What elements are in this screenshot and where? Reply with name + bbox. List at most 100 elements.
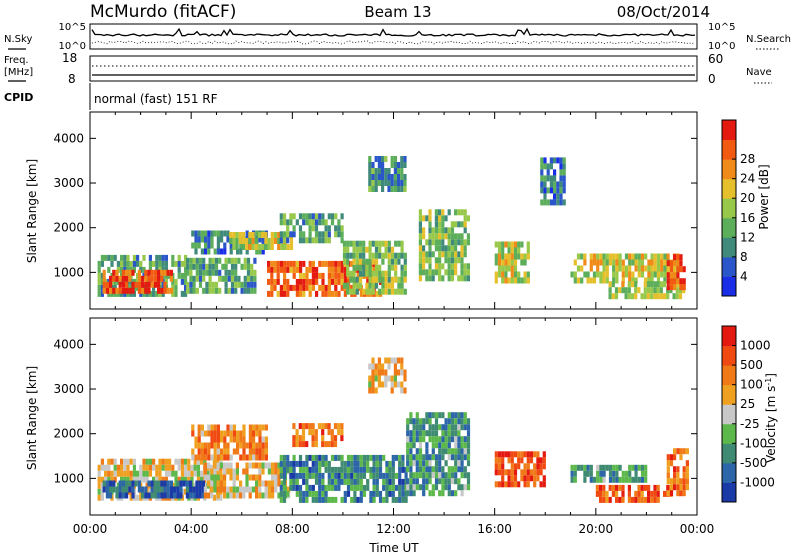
velocity-cell [391, 496, 395, 503]
power-cell [387, 258, 391, 265]
power-cell [384, 156, 388, 162]
velocity-cell [510, 481, 514, 488]
power-cell [356, 272, 360, 279]
power-cell [543, 199, 547, 206]
velocity-cell [372, 472, 376, 479]
velocity-cell [605, 490, 609, 497]
power-cell [378, 246, 382, 253]
power-cell [371, 252, 375, 259]
velocity-cell [415, 454, 419, 461]
power-cell [381, 276, 385, 283]
power-cell [125, 287, 129, 294]
velocity-cell [353, 478, 357, 485]
power-cell [669, 278, 674, 285]
velocity-cell [422, 418, 426, 425]
velocity-cell [637, 496, 641, 503]
power-cell [447, 209, 451, 216]
velocity-cell [193, 470, 197, 477]
velocity-cell [334, 496, 338, 503]
power-cell [457, 251, 461, 258]
power-cell [245, 244, 249, 250]
power-cell [501, 277, 505, 284]
power-cell [286, 219, 290, 226]
power-cell [618, 287, 622, 294]
power-cell [142, 254, 146, 261]
velocity-cell [220, 448, 224, 455]
velocity-cell [343, 472, 347, 479]
power-cell [381, 162, 385, 168]
velocity-cell [223, 436, 227, 443]
velocity-cell [640, 476, 645, 483]
power-cell [257, 232, 262, 238]
velocity-cell [174, 476, 178, 483]
power-cell [381, 240, 385, 247]
power-cell [327, 213, 331, 220]
velocity-cell [209, 464, 213, 471]
power-cell [418, 221, 422, 228]
velocity-cell [210, 480, 214, 487]
power-cell [646, 293, 651, 300]
velocity-cell [305, 496, 309, 503]
velocity-cell [431, 484, 435, 491]
power-cell [311, 213, 315, 220]
velocity-cell [232, 424, 236, 431]
velocity-cell [311, 496, 315, 503]
velocity-cell [673, 484, 677, 491]
velocity-cell [663, 490, 667, 497]
power-cell [559, 193, 563, 200]
velocity-cell [110, 470, 114, 477]
velocity-cell [377, 369, 381, 376]
velocity-cell [194, 454, 198, 461]
power-cell [497, 253, 502, 260]
power-cell [189, 269, 193, 276]
power-cell [194, 236, 198, 243]
power-cell [208, 257, 212, 264]
velocity-cell [245, 468, 249, 475]
velocity-cell [102, 480, 106, 487]
velocity-cell [298, 454, 303, 461]
velocity-cell [179, 480, 183, 487]
velocity-cell [239, 486, 243, 493]
velocity-cell [318, 460, 322, 467]
power-cell [343, 290, 347, 297]
power-cell [343, 278, 347, 285]
velocity-cell [406, 466, 410, 473]
velocity-cell [460, 472, 464, 479]
velocity-cell [366, 478, 370, 485]
power-cell [431, 233, 435, 240]
velocity-colorbar-swatch [722, 365, 736, 386]
velocity-cell [327, 484, 331, 491]
power-cell [153, 269, 157, 276]
power-cell [224, 263, 228, 270]
velocity-cell [255, 424, 259, 431]
velocity-cell [298, 423, 302, 430]
power-cell [428, 263, 432, 270]
velocity-cell [504, 469, 508, 476]
velocity-cell [109, 486, 113, 493]
power-cell [454, 269, 458, 276]
power-cell [243, 287, 247, 294]
velocity-cell [438, 460, 442, 467]
velocity-cell [145, 482, 149, 489]
power-cell [224, 287, 228, 294]
velocity-cell [428, 424, 432, 431]
power-cell [644, 265, 648, 272]
power-cell [390, 252, 395, 259]
power-cell [640, 293, 644, 300]
power-cell [460, 269, 464, 276]
power-cell [100, 260, 104, 267]
velocity-cell [388, 460, 392, 467]
power-cell [230, 269, 235, 276]
power-cell [425, 257, 429, 264]
velocity-cell [334, 484, 338, 491]
velocity-cell [125, 492, 129, 499]
velocity-cell [128, 480, 132, 487]
power-cell [549, 163, 553, 170]
power-cell [553, 175, 557, 182]
velocity-cell [161, 476, 165, 483]
power-cell [454, 245, 458, 252]
power-cell [444, 257, 448, 264]
velocity-cell [169, 492, 173, 499]
velocity-cell [212, 458, 216, 465]
velocity-cell [682, 490, 686, 497]
